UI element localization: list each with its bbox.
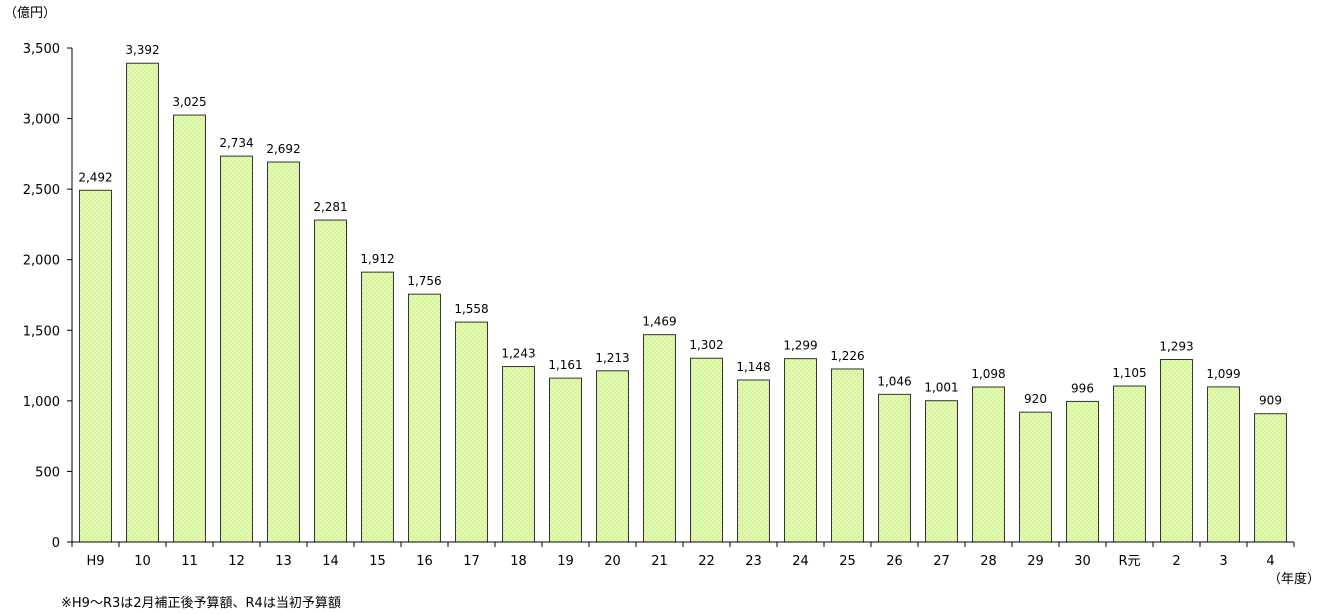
x-tick-label: 19	[557, 554, 574, 569]
data-label: 1,469	[642, 315, 676, 329]
data-label: 1,756	[407, 274, 441, 288]
x-tick-label: 30	[1074, 554, 1091, 569]
x-tick-label: 14	[322, 554, 339, 569]
bar	[314, 219, 347, 543]
y-axis: 0 500 1,000 1,500 2,000 2,500 3,000 3,500	[23, 42, 73, 551]
x-tick-label: R元	[1118, 554, 1140, 569]
data-label: 2,734	[219, 136, 253, 150]
y-tick-label: 500	[35, 465, 60, 480]
x-tick-label: 27	[933, 554, 950, 569]
data-label: 909	[1259, 394, 1282, 408]
x-axis-unit: （年度）	[1268, 571, 1320, 587]
bar	[1207, 386, 1240, 543]
x-tick-label: 15	[369, 554, 386, 569]
x-tick-label: 13	[275, 554, 292, 569]
data-label: 1,046	[877, 374, 911, 388]
data-label: 1,105	[1112, 366, 1146, 380]
y-tick-label: 1,500	[23, 324, 60, 339]
x-tick-label: 24	[792, 554, 809, 569]
y-tick-label: 2,000	[23, 254, 60, 269]
x-tick-label: 16	[416, 554, 433, 569]
data-label: 1,001	[924, 381, 958, 395]
x-tick-label: 23	[745, 554, 762, 569]
bar	[126, 62, 159, 543]
data-label: 1,558	[454, 302, 488, 316]
y-tick-label: 1,000	[23, 395, 60, 410]
footnote: ※H9～R3は2月補正後予算額、R4は当初予算額	[61, 596, 341, 611]
y-axis-unit: （億円）	[4, 5, 56, 21]
data-label: 1,293	[1159, 340, 1193, 354]
y-tick-label: 3,000	[23, 113, 60, 128]
data-label: 1,226	[830, 349, 864, 363]
bar	[79, 189, 112, 543]
data-label: 1,243	[501, 347, 535, 361]
data-label: 1,161	[548, 358, 582, 372]
x-tick-label: 20	[604, 554, 621, 569]
data-label: 1,098	[971, 367, 1005, 381]
x-tick-label: 17	[463, 554, 480, 569]
x-tick-label: 25	[839, 554, 856, 569]
bar	[643, 334, 676, 543]
bar	[972, 386, 1005, 543]
bar	[173, 114, 206, 543]
bar	[737, 379, 770, 543]
x-tick-label: H9	[86, 554, 104, 569]
x-tick-label: 18	[510, 554, 527, 569]
bar	[1160, 359, 1193, 543]
bar	[502, 366, 535, 543]
bar	[455, 321, 488, 543]
bar	[1113, 385, 1146, 543]
data-label: 1,912	[360, 252, 394, 266]
bar	[549, 377, 582, 543]
data-label: 1,299	[783, 339, 817, 353]
data-label: 1,148	[736, 360, 770, 374]
x-tick-label: 12	[228, 554, 245, 569]
bar	[690, 357, 723, 543]
bar	[1254, 413, 1287, 543]
y-tick-label: 0	[52, 536, 60, 551]
bar	[361, 271, 394, 543]
bar	[1066, 400, 1099, 543]
data-label: 2,492	[78, 170, 112, 184]
y-tick-label: 3,500	[23, 42, 60, 57]
data-label: 3,025	[172, 95, 206, 109]
x-tick-label: 29	[1027, 554, 1044, 569]
bar	[220, 155, 253, 543]
bar	[267, 161, 300, 543]
data-label: 920	[1024, 392, 1047, 406]
x-tick-label: 28	[980, 554, 997, 569]
data-label: 996	[1071, 381, 1094, 395]
bar	[596, 370, 629, 543]
x-tick-label: 26	[886, 554, 903, 569]
bar	[925, 400, 958, 543]
data-label: 1,302	[689, 338, 723, 352]
data-label: 1,099	[1206, 367, 1240, 381]
data-label: 1,213	[595, 351, 629, 365]
x-tick-label: 4	[1266, 554, 1274, 569]
x-tick-label: 22	[698, 554, 715, 569]
bar	[1019, 411, 1052, 543]
bar	[408, 293, 441, 543]
x-tick-label: 2	[1172, 554, 1180, 569]
x-axis: H9 10 11 12 13 14 15 16 17 18 19 20 21 22 23 24 25 26 27 28…	[71, 541, 1295, 569]
data-label: 3,392	[125, 43, 159, 57]
data-label: 2,692	[266, 142, 300, 156]
x-tick-label: 3	[1219, 554, 1227, 569]
bar	[878, 393, 911, 543]
bars: 2,492 3,392 3,025 2,734 2,692 2,281 1,912 1,756…	[78, 43, 1287, 543]
y-tick-label: 2,500	[23, 183, 60, 198]
bar	[784, 358, 817, 543]
bar	[831, 368, 864, 543]
x-tick-label: 11	[181, 554, 198, 569]
data-label: 2,281	[313, 200, 347, 214]
x-tick-label: 10	[134, 554, 151, 569]
x-tick-label: 21	[651, 554, 668, 569]
